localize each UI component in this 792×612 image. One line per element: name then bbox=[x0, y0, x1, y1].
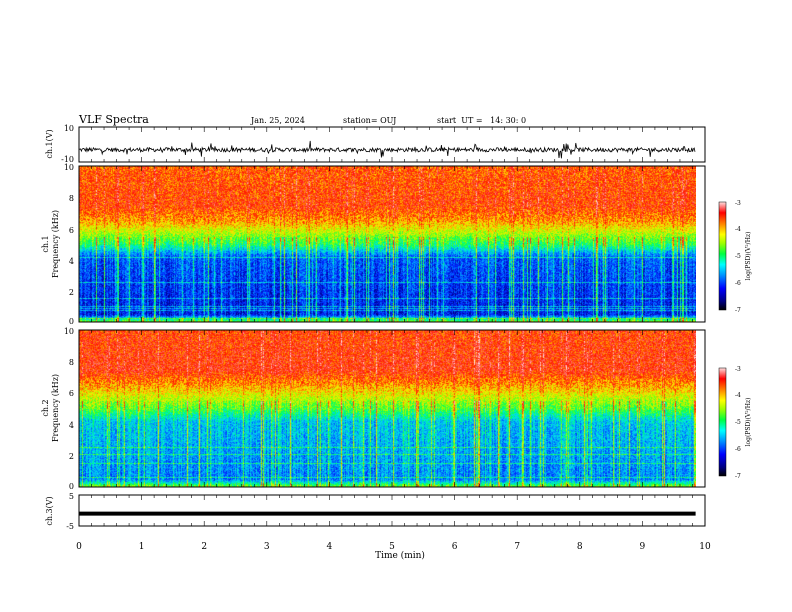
ch2-colorbar: -3 -4 -5 -6 -7 log(PSD)(V²/Hz) bbox=[718, 366, 752, 480]
ch1-ytick-4: 4 bbox=[69, 257, 74, 266]
ch1-cb-tick-m6: -6 bbox=[735, 280, 741, 287]
ch1-x-ticks bbox=[78, 127, 706, 162]
ch2-cb-tick-m3: -3 bbox=[735, 366, 741, 373]
x-axis: 0 1 2 3 4 5 6 7 8 9 10 Time (min) bbox=[76, 542, 711, 561]
x-tick-label-0: 0 bbox=[76, 542, 82, 552]
ch1-cb-tick-m3: -3 bbox=[735, 200, 741, 207]
ch1-ytick-bottom: -10 bbox=[61, 155, 74, 164]
ch3-x-ticks bbox=[78, 495, 706, 526]
ch1-ytick-top: 10 bbox=[64, 124, 74, 133]
ch2-cb-tick-m5: -5 bbox=[735, 419, 741, 426]
ch1-waveform-trace bbox=[78, 140, 696, 159]
x-tick-label-5: 5 bbox=[389, 542, 395, 552]
ch1-spectrogram-panel: 0 2 4 6 8 10 ch.1 Frequency (kHz) bbox=[41, 163, 706, 326]
ch1-ytick-10: 10 bbox=[64, 163, 74, 172]
ch2-spectrogram-ticks bbox=[78, 330, 706, 487]
ch2-ytick-2: 2 bbox=[69, 452, 74, 461]
ch1-spectrogram-image bbox=[79, 166, 696, 322]
start-ut-label: start UT = 14: 30: 0 bbox=[437, 116, 526, 125]
x-tick-label-1: 1 bbox=[139, 542, 145, 552]
ch1-cb-tick-m4: -4 bbox=[735, 226, 741, 233]
x-tick-label-7: 7 bbox=[514, 542, 520, 552]
ch1-ytick-8: 8 bbox=[69, 194, 74, 203]
x-tick-label-3: 3 bbox=[264, 542, 270, 552]
x-tick-label-9: 9 bbox=[640, 542, 646, 552]
ch1-cb-label: log(PSD)(V²/Hz) bbox=[745, 232, 752, 281]
ch2-cb-label: log(PSD)(V²/Hz) bbox=[745, 398, 752, 447]
ch3-ylabel: ch.3(V) bbox=[45, 496, 54, 525]
ch3-waveform-panel: 5 -5 ch.3(V) bbox=[45, 492, 706, 531]
ch3-ytick-bottom: -5 bbox=[66, 522, 74, 531]
ch2-cb-tick-m7: -7 bbox=[735, 473, 741, 480]
ch1-spectrogram-raster bbox=[79, 166, 696, 322]
x-tick-label-6: 6 bbox=[452, 542, 458, 552]
ch2-ytick-4: 4 bbox=[69, 421, 74, 430]
ch1-ylabel: ch.1(V) bbox=[45, 129, 54, 158]
x-tick-label-2: 2 bbox=[201, 542, 207, 552]
ch2-ytick-10: 10 bbox=[64, 327, 74, 336]
ch1-waveform-panel: 10 -10 ch.1(V) bbox=[45, 124, 706, 164]
ch1-ytick-0: 0 bbox=[69, 317, 74, 326]
ch2-ytick-6: 6 bbox=[69, 389, 74, 398]
ch3-ytick-top: 5 bbox=[69, 492, 74, 501]
ch1-cb-tick-m7: -7 bbox=[735, 307, 741, 314]
ch2-spectrogram-raster bbox=[79, 330, 696, 487]
ch1-spec-ylabel-freq: Frequency (kHz) bbox=[51, 210, 60, 278]
ch2-cb-tick-m4: -4 bbox=[735, 392, 741, 399]
x-tick-label-4: 4 bbox=[327, 542, 333, 552]
ch1-spec-ylabel-channel: ch.1 bbox=[41, 235, 50, 252]
x-tick-label-8: 8 bbox=[577, 542, 583, 552]
ch2-ytick-0: 0 bbox=[69, 482, 74, 491]
ch2-spectrogram-panel: 0 2 4 6 8 10 ch.2 Frequency (kHz) bbox=[41, 327, 706, 491]
ch1-colorbar-gradient bbox=[718, 201, 727, 311]
ch1-colorbar: -3 -4 -5 -6 -7 log(PSD)(V²/Hz) bbox=[718, 200, 752, 314]
ch2-cb-tick-m6: -6 bbox=[735, 446, 741, 453]
ch2-spec-ylabel-channel: ch.2 bbox=[41, 399, 50, 416]
x-tick-label-10: 10 bbox=[699, 542, 711, 552]
ch2-ytick-8: 8 bbox=[69, 358, 74, 367]
date-label: Jan. 25, 2024 bbox=[250, 116, 305, 125]
ch1-cb-tick-m5: -5 bbox=[735, 253, 741, 260]
x-axis-label: Time (min) bbox=[375, 550, 425, 561]
figure-title: VLF Spectra bbox=[78, 113, 149, 126]
station-label: station= OUJ bbox=[343, 116, 396, 125]
ch2-spec-ylabel-freq: Frequency (kHz) bbox=[51, 374, 60, 442]
ch1-ytick-6: 6 bbox=[69, 226, 74, 235]
ch2-spectrogram-image bbox=[79, 330, 696, 487]
ch1-ytick-2: 2 bbox=[69, 288, 74, 297]
ch2-colorbar-gradient bbox=[718, 367, 727, 477]
ch1-waveform-frame bbox=[78, 126, 706, 163]
ch1-spectrogram-ticks bbox=[78, 166, 706, 322]
